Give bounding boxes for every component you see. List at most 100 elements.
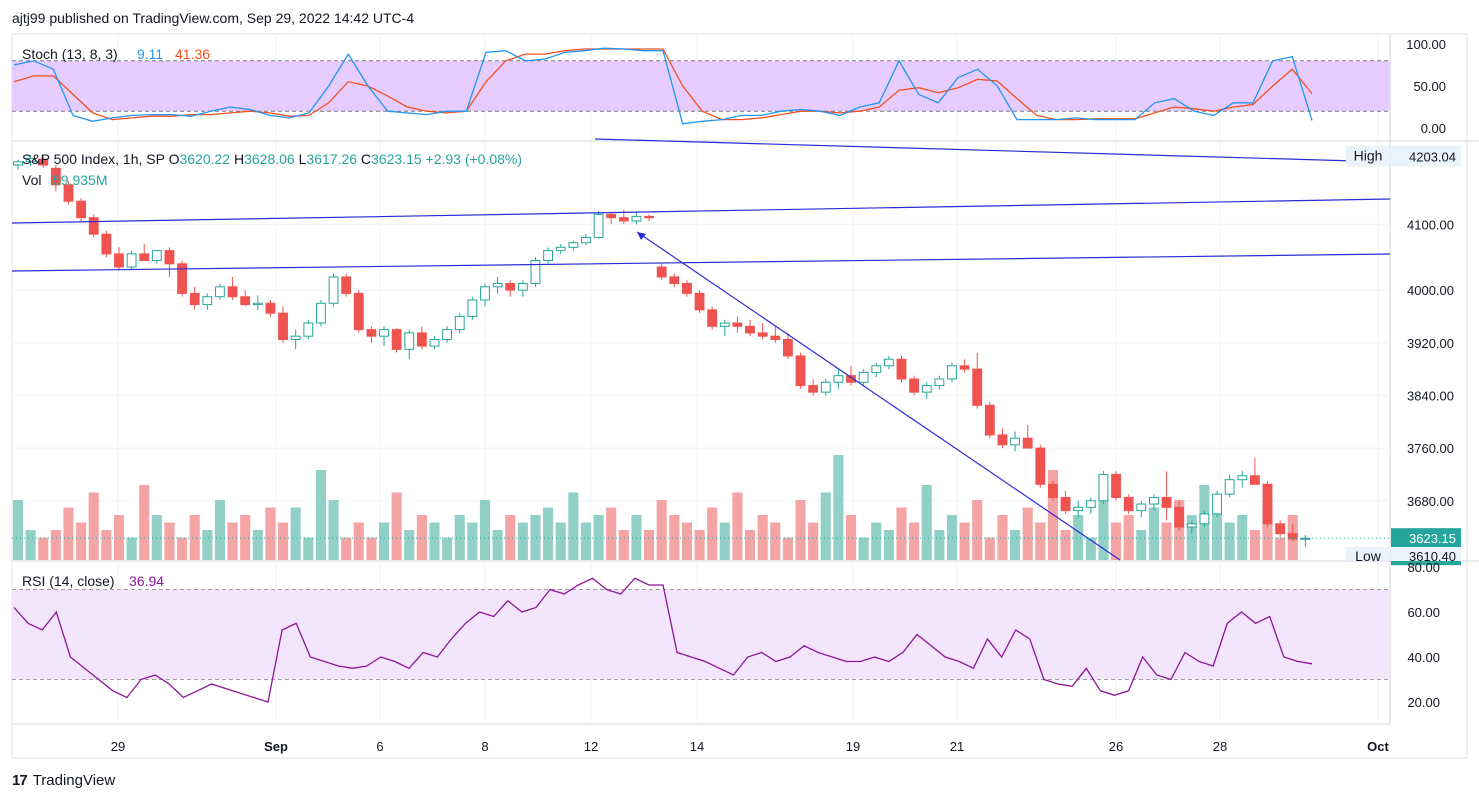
candle-down xyxy=(757,332,768,337)
candle-down xyxy=(1022,437,1033,449)
candle-up xyxy=(303,322,314,337)
volume-bar xyxy=(1073,515,1084,560)
candle-down xyxy=(846,375,856,383)
candle-down xyxy=(1275,523,1286,535)
volume-bar xyxy=(921,485,932,560)
publisher-caption: ajtj99 published on TradingView.com, Sep… xyxy=(12,10,415,26)
candle-up xyxy=(1212,493,1222,515)
candle-down xyxy=(240,296,251,306)
rsi-line xyxy=(13,577,1313,703)
candle-up xyxy=(1073,506,1084,512)
volume-bar xyxy=(50,530,61,560)
volume-bar xyxy=(177,537,188,560)
candle-up xyxy=(833,375,844,383)
volume-bar xyxy=(265,507,276,560)
candle-down xyxy=(782,338,793,357)
last-price-value: 3623.15 xyxy=(1409,531,1456,546)
candle-up xyxy=(1186,523,1197,528)
x-tick-label: 19 xyxy=(846,739,860,754)
footer-brand[interactable]: 17 TradingView xyxy=(12,772,115,789)
candle-down xyxy=(416,332,427,347)
stoch-tick-label: 100.00 xyxy=(1406,37,1446,52)
candle-down xyxy=(1249,475,1260,485)
volume-bar xyxy=(1161,522,1172,560)
candle-up xyxy=(1085,500,1096,508)
stoch-d-line xyxy=(13,48,1313,121)
axes: 29 Sep 6 8 12 14 19 21 26 28 Oct 100.00 50.00 0.00 410… xyxy=(111,37,1461,754)
volume-bar xyxy=(568,492,579,560)
trendline-decline xyxy=(636,231,1121,561)
trendline-channel-bottom xyxy=(11,253,1391,272)
volume-bar xyxy=(479,500,491,560)
candle-down xyxy=(732,322,743,327)
stoch-k-value: 9.11 xyxy=(137,46,163,62)
volume-bar xyxy=(126,537,137,560)
volume-bar xyxy=(1123,515,1134,560)
high-value-legend: 3628.06 xyxy=(244,151,299,167)
stoch-tick-label: 0.00 xyxy=(1421,121,1446,136)
candle-down xyxy=(177,263,187,294)
candle-down xyxy=(618,217,629,222)
x-tick-label: Sep xyxy=(264,739,288,754)
x-tick-label: 6 xyxy=(376,739,383,754)
price-tick-label: 3680.00 xyxy=(1407,494,1454,509)
candle-up xyxy=(631,215,642,222)
volume-bar xyxy=(1148,507,1159,560)
change-value: +2.93 (+0.08%) xyxy=(426,151,523,167)
candle-down xyxy=(669,276,680,285)
volume-bar xyxy=(164,522,175,560)
volume-legend-value: 59.935M xyxy=(53,172,107,188)
legends: Stoch (13, 8, 3) 9.11 41.36 S&P 500 Index, … xyxy=(22,46,522,589)
volume-bar xyxy=(63,507,74,560)
candle-up xyxy=(126,253,137,268)
volume-bar xyxy=(315,470,326,560)
x-tick-label: 28 xyxy=(1213,739,1227,754)
chart-frame xyxy=(11,33,1468,759)
volume-bar xyxy=(378,522,390,560)
volume-bar xyxy=(618,530,629,560)
volume-bar xyxy=(202,530,213,560)
volume-bar xyxy=(139,485,150,560)
low-label-bg xyxy=(1346,547,1390,561)
volume-bar xyxy=(1186,515,1197,560)
volume-bar xyxy=(101,530,112,560)
volume-bar xyxy=(467,522,478,560)
volume-bar xyxy=(543,507,554,560)
candle-down xyxy=(694,292,705,311)
volume-bar xyxy=(997,515,1008,560)
volume-bar xyxy=(454,515,465,560)
rsi-title: RSI (14, close) xyxy=(22,573,115,589)
volume-bar xyxy=(214,500,225,560)
candle-up xyxy=(883,358,894,367)
volume-bar xyxy=(442,537,453,560)
low-value-legend: 3617.26 xyxy=(306,151,361,167)
open-value: 3620.22 xyxy=(179,151,234,167)
stoch-title: Stoch (13, 8, 3) xyxy=(22,46,118,62)
candle-down xyxy=(972,368,983,406)
candle-up xyxy=(934,378,945,387)
candle-up xyxy=(315,302,326,324)
volume-bar xyxy=(505,515,516,560)
candle-up xyxy=(454,315,465,331)
x-tick-label: 14 xyxy=(690,739,704,754)
rsi-tick-label: 80.00 xyxy=(1407,560,1440,575)
volume-bar xyxy=(845,515,857,560)
stoch-band xyxy=(12,60,1390,112)
stoch-tick-label: 50.00 xyxy=(1413,79,1446,94)
volume-bar xyxy=(707,507,718,560)
volume-bar xyxy=(1275,537,1286,560)
candle-down xyxy=(366,329,377,337)
candle-up xyxy=(442,329,453,340)
candle-up xyxy=(921,385,932,393)
candle-up xyxy=(1237,475,1248,481)
candle-up xyxy=(290,335,301,340)
volume-bar xyxy=(1237,515,1248,560)
candle-down xyxy=(1111,473,1121,498)
candle-up xyxy=(252,302,263,306)
candle-down xyxy=(227,286,238,298)
volume-bar xyxy=(808,522,819,560)
volume-bar xyxy=(782,537,793,560)
volume-bar xyxy=(290,507,301,560)
price-tick-label: 4000.00 xyxy=(1407,283,1454,298)
